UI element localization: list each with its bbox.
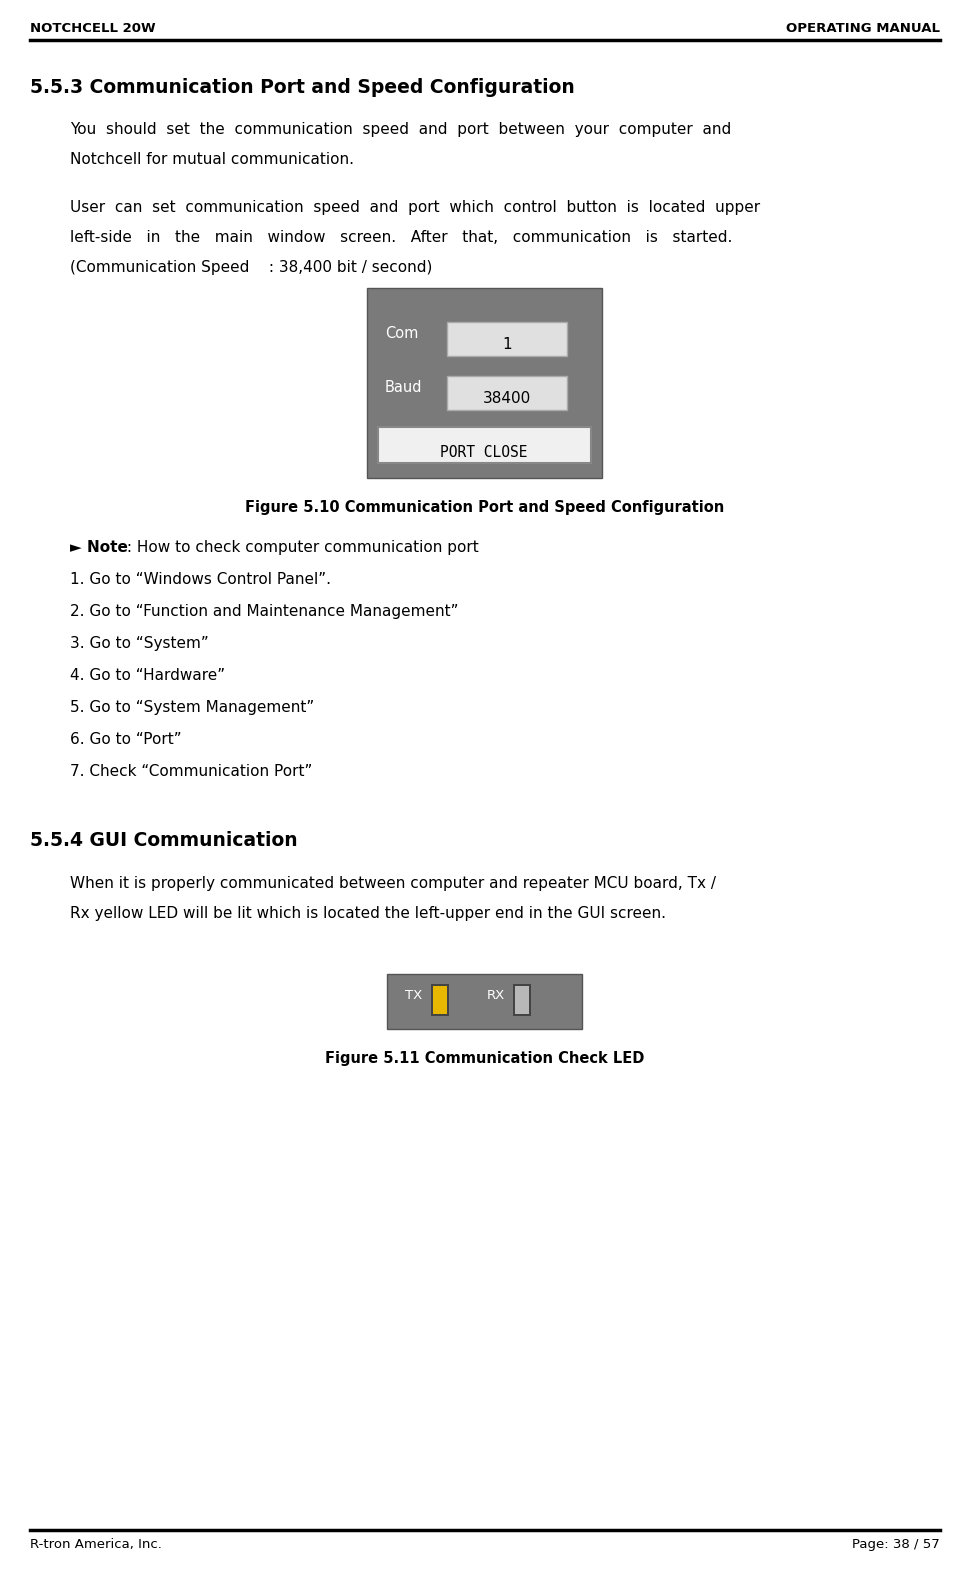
Text: 6. Go to “Port”: 6. Go to “Port” [70, 733, 181, 747]
Text: 2. Go to “Function and Maintenance Management”: 2. Go to “Function and Maintenance Manag… [70, 604, 458, 619]
Text: (Communication Speed    : 38,400 bit / second): (Communication Speed : 38,400 bit / seco… [70, 259, 432, 275]
Text: 4. Go to “Hardware”: 4. Go to “Hardware” [70, 668, 225, 682]
Text: ► Note: ► Note [70, 541, 128, 555]
Text: PORT CLOSE: PORT CLOSE [440, 445, 527, 461]
Bar [378, 428, 590, 464]
Text: 5.5.4 GUI Communication: 5.5.4 GUI Communication [30, 832, 297, 850]
Text: OPERATING MANUAL: OPERATING MANUAL [785, 22, 939, 35]
Text: Page: 38 / 57: Page: 38 / 57 [852, 1537, 939, 1552]
Text: R-tron America, Inc.: R-tron America, Inc. [30, 1537, 162, 1552]
Text: Com: Com [385, 325, 418, 341]
Text: Figure 5.10 Communication Port and Speed Configuration: Figure 5.10 Communication Port and Speed… [245, 500, 724, 516]
Text: : How to check computer communication port: : How to check computer communication po… [122, 541, 479, 555]
Text: Notchcell for mutual communication.: Notchcell for mutual communication. [70, 152, 354, 167]
Text: 7. Check “Communication Port”: 7. Check “Communication Port” [70, 764, 312, 780]
Text: RX: RX [486, 989, 505, 1001]
Text: You  should  set  the  communication  speed  and  port  between  your  computer : You should set the communication speed a… [70, 123, 731, 137]
Text: 38400: 38400 [483, 391, 531, 406]
Text: 1: 1 [502, 336, 512, 352]
Text: Rx yellow LED will be lit which is located the left-upper end in the GUI screen.: Rx yellow LED will be lit which is locat… [70, 905, 666, 921]
Text: 3. Go to “System”: 3. Go to “System” [70, 637, 208, 651]
Bar [432, 986, 447, 1014]
Bar [513, 984, 530, 1016]
Text: TX: TX [405, 989, 422, 1001]
Text: When it is properly communicated between computer and repeater MCU board, Tx /: When it is properly communicated between… [70, 876, 715, 891]
Bar [430, 984, 449, 1016]
Text: NOTCHCELL 20W: NOTCHCELL 20W [30, 22, 155, 35]
Text: 5.5.3 Communication Port and Speed Configuration: 5.5.3 Communication Port and Speed Confi… [30, 79, 575, 97]
Bar [447, 322, 567, 355]
Bar [515, 986, 528, 1014]
Text: Figure 5.11 Communication Check LED: Figure 5.11 Communication Check LED [325, 1052, 644, 1066]
Bar [447, 376, 567, 410]
Bar [387, 975, 581, 1030]
Text: User  can  set  communication  speed  and  port  which  control  button  is  loc: User can set communication speed and por… [70, 200, 760, 215]
Text: Baud: Baud [385, 380, 422, 395]
Bar [366, 288, 602, 478]
Text: left-side   in   the   main   window   screen.   After   that,   communication  : left-side in the main window screen. Aft… [70, 230, 732, 245]
Text: 1. Go to “Windows Control Panel”.: 1. Go to “Windows Control Panel”. [70, 572, 330, 586]
Text: 5. Go to “System Management”: 5. Go to “System Management” [70, 700, 314, 715]
